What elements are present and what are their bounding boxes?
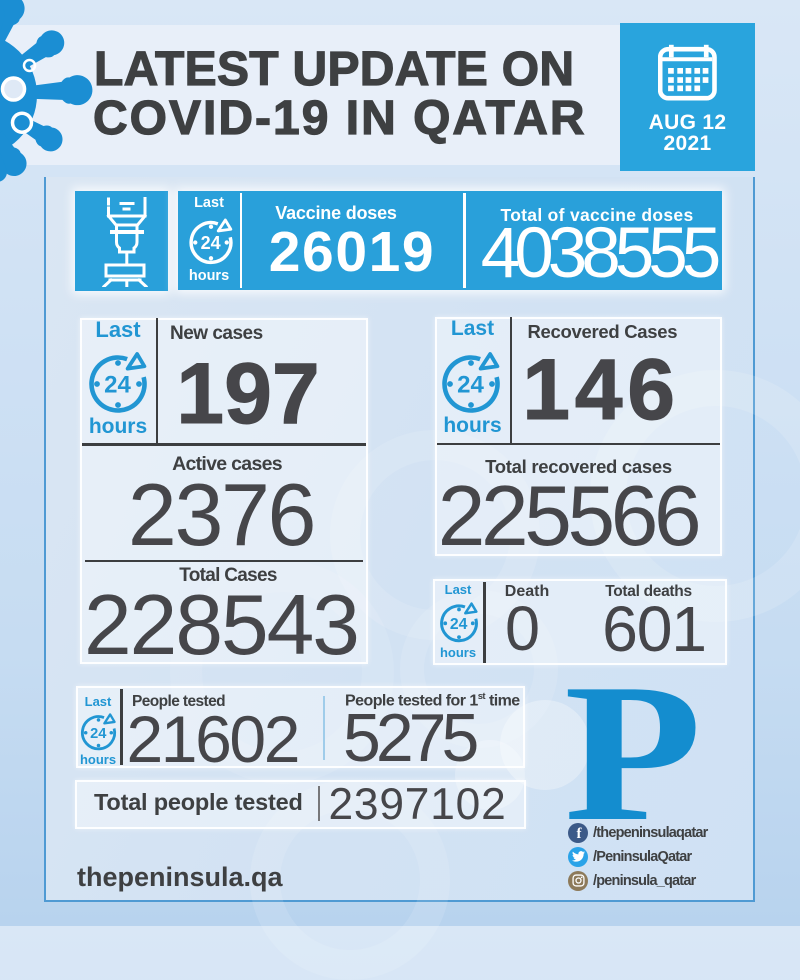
svg-text:24: 24 (457, 372, 484, 399)
svg-text:24: 24 (90, 725, 107, 741)
svg-text:24: 24 (450, 615, 468, 632)
svg-text:24: 24 (104, 371, 131, 398)
svg-text:24: 24 (200, 232, 220, 252)
